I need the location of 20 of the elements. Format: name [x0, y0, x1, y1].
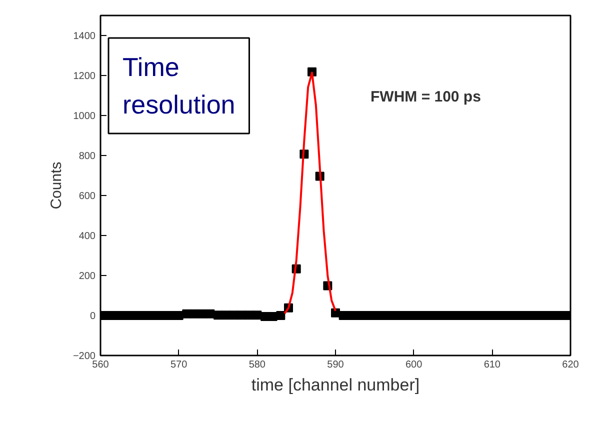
y-tick-label: 1200	[73, 71, 96, 82]
y-axis-title: Counts	[48, 162, 65, 210]
annotation: FWHM = 100 ps	[370, 88, 481, 106]
x-tick-label: 580	[248, 360, 266, 370]
annotation: Time resolution	[122, 52, 236, 120]
x-tick-label: 590	[327, 360, 344, 370]
y-tick-label: 0	[90, 311, 96, 322]
x-tick-label: 600	[405, 360, 423, 370]
y-tick-label: 600	[78, 191, 96, 202]
x-tick-label: 570	[170, 360, 188, 370]
x-tick-label: 620	[562, 360, 580, 370]
x-axis-title: time [channel number]	[251, 376, 420, 394]
x-tick-label: 560	[92, 360, 110, 370]
y-tick-label: 1000	[73, 111, 96, 122]
y-tick-label: −200	[72, 351, 96, 362]
y-tick-label: 800	[78, 151, 96, 162]
y-tick-label: 400	[78, 231, 96, 242]
x-tick-label: 610	[484, 360, 501, 370]
y-tick-label: 200	[78, 271, 96, 282]
y-tick-label: 1400	[73, 31, 96, 42]
